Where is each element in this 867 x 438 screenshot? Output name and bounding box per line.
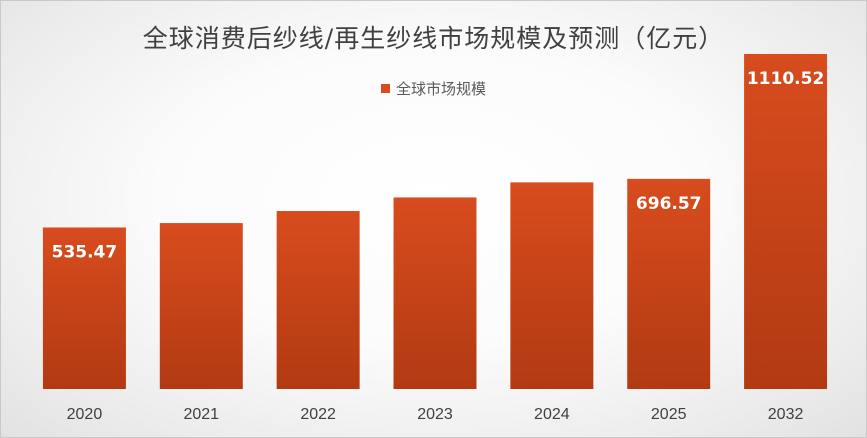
legend-label: 全球市场规模 bbox=[395, 80, 486, 98]
data-label-2032: 1110.52 bbox=[747, 69, 824, 89]
legend-swatch bbox=[380, 84, 390, 93]
x-tick-2022: 2022 bbox=[300, 406, 336, 423]
bar-2032 bbox=[744, 53, 828, 389]
x-tick-2021: 2021 bbox=[183, 406, 219, 423]
bar-2023 bbox=[393, 197, 477, 389]
x-tick-2020: 2020 bbox=[67, 406, 103, 423]
x-tick-2023: 2023 bbox=[417, 406, 453, 423]
bar-2025 bbox=[627, 178, 711, 389]
x-tick-2032: 2032 bbox=[768, 406, 804, 423]
data-label-2025: 696.57 bbox=[636, 194, 702, 214]
bar-2024 bbox=[510, 182, 594, 389]
bar-2021 bbox=[159, 223, 243, 389]
chart-title: 全球消费后纱线/再生纱线市场规模及预测（亿元） bbox=[142, 24, 725, 53]
bar-2022 bbox=[276, 211, 360, 389]
x-tick-2024: 2024 bbox=[534, 406, 570, 423]
data-label-2020: 535.47 bbox=[52, 242, 118, 262]
legend: 全球市场规模 bbox=[1, 78, 866, 99]
x-tick-2025: 2025 bbox=[651, 406, 687, 423]
bar-2020 bbox=[42, 227, 126, 389]
